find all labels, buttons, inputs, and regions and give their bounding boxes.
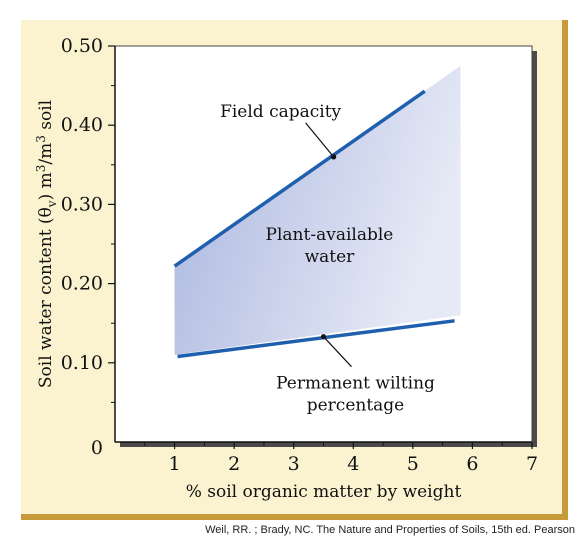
wilting-percentage-line [177, 319, 455, 359]
wilting-leader [323, 336, 352, 368]
x-tick-label: 6 [466, 453, 478, 475]
y-axis-title-part: v [45, 200, 59, 208]
y-tick-label: 0.20 [61, 273, 103, 295]
region-label-line-1: Plant-available [266, 225, 394, 245]
y-axis-title-part: soil [36, 100, 56, 135]
field-capacity-leader [305, 122, 335, 158]
x-axis-title: % soil organic matter by weight [186, 482, 462, 502]
field-capacity-label: Field capacity [220, 102, 341, 122]
y-axis-title-part: Soil water content ( [36, 217, 56, 388]
y-tick-label: 0.50 [61, 35, 103, 57]
y-axis-title-part: 3 [34, 135, 48, 143]
x-tick-label: 1 [169, 453, 181, 475]
y-axis-title-part: /m [36, 143, 56, 165]
annotations: Field capacity Permanent wiltingpercentag… [220, 102, 435, 416]
y-tick-label: 0.10 [61, 352, 103, 374]
y-axis-title-part: θ [36, 207, 56, 217]
axes: 0.10 0.20 0.30 0.40 0.50 0 1 2 3 4 5 6 7 % soil organ… [34, 35, 538, 502]
wilting-label-line-1: Permanent wilting [276, 374, 435, 394]
field-capacity-point [331, 154, 337, 160]
x-tick-label: 7 [526, 453, 538, 475]
y-axis-title-part: 3 [34, 165, 48, 173]
x-tick-label: 3 [288, 453, 300, 475]
region-label-line-2: water [305, 247, 356, 267]
y-axis-title: Soil water content (θv) m3/m3 soil [34, 100, 59, 388]
source-credit: Weil, RR. ; Brady, NC. The Nature and Pr… [205, 524, 575, 536]
plant-available-area [174, 65, 461, 355]
field-capacity-line [173, 89, 426, 268]
y-tick-label: 0.30 [61, 193, 103, 215]
wilting-label-line-2: percentage [307, 396, 405, 416]
x-tick-label: 4 [347, 453, 359, 475]
series-lines [173, 89, 455, 359]
origin-label: 0 [91, 437, 103, 459]
figure-panel: Plant-available water 0.10 0.20 0.30 0.40 0.5… [21, 20, 568, 520]
x-tick-label: 5 [407, 453, 419, 475]
y-axis-title-part: ) m [36, 172, 56, 200]
x-tick-label: 2 [228, 453, 240, 475]
y-tick-label: 0.40 [61, 114, 103, 136]
wilting-point [320, 334, 327, 340]
